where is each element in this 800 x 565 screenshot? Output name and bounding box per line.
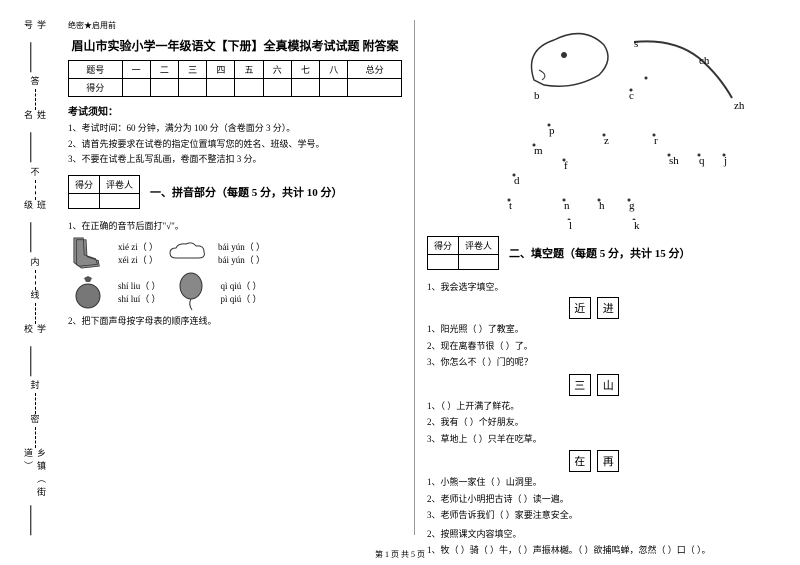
dot-label: b xyxy=(534,90,540,102)
section1-title: 一、拼音部分（每题 5 分，共计 10 分） xyxy=(150,184,343,200)
th: 八 xyxy=(320,61,348,79)
balloon-icon xyxy=(171,275,211,310)
column-divider xyxy=(414,20,415,535)
notice-item: 2、请首先按要求在试卷的指定位置填写您的姓名、班级、学号。 xyxy=(68,138,402,151)
fill-item: 2、现在离春节很（ ）了。 xyxy=(427,340,761,354)
opt: shí liu（ ） xyxy=(118,279,161,292)
char-pair: 三 山 xyxy=(427,374,761,396)
char-pair: 近 进 xyxy=(427,297,761,319)
th: 三 xyxy=(179,61,207,79)
pomegranate-icon xyxy=(68,275,108,310)
fill-item: 3、老师告诉我们（ ）家要注意安全。 xyxy=(427,509,761,523)
th: 六 xyxy=(263,61,291,79)
dot-label: n xyxy=(564,200,570,212)
opt: xié zi（ ） xyxy=(118,240,158,253)
opt: qì qiú（ ） xyxy=(221,279,262,292)
fill-item: 2、我有（ ）个好朋友。 xyxy=(427,416,761,430)
dot-label: d xyxy=(514,175,520,187)
opt: bái yún（ ） xyxy=(218,253,265,266)
dot-label: h xyxy=(599,200,605,212)
grader-box: 得分评卷人 xyxy=(68,175,140,209)
dot-label: j xyxy=(724,155,727,167)
pinyin-row: xié zi（ ） xéi zi（ ） bái yún（ ） bái yún（ … xyxy=(68,236,402,271)
q1: 1、我会选字填空。 xyxy=(427,280,761,293)
dot-label: ch xyxy=(699,55,709,67)
notice-title: 考试须知： xyxy=(68,103,402,118)
pinyin-row: shí liu（ ） shí luí（ ） qì qiú（ ） pì qiú（ … xyxy=(68,275,402,310)
th: 二 xyxy=(150,61,178,79)
dot-label: s xyxy=(634,38,638,50)
th: 总分 xyxy=(348,61,402,79)
page: 绝密★启用前 眉山市实验小学一年级语文【下册】全真模拟考试试题 附答案 题号 一… xyxy=(0,0,800,565)
boot-icon xyxy=(68,236,108,271)
exam-title: 眉山市实验小学一年级语文【下册】全真模拟考试试题 附答案 xyxy=(68,37,402,54)
dot-label: z xyxy=(604,135,609,147)
left-column: 绝密★启用前 眉山市实验小学一年级语文【下册】全真模拟考试试题 附答案 题号 一… xyxy=(60,20,410,550)
dot-label: g xyxy=(629,200,635,212)
q2: 2、按照课文内容填空。 xyxy=(427,527,761,540)
fill-item: 3、草地上（ ）只羊在吃草。 xyxy=(427,433,761,447)
th: 五 xyxy=(235,61,263,79)
confidential-note: 绝密★启用前 xyxy=(68,20,402,31)
dot-label: f xyxy=(564,160,568,172)
score-table: 题号 一 二 三 四 五 六 七 八 总分 得分 xyxy=(68,60,402,97)
page-footer: 第 1 页 共 5 页 xyxy=(0,549,800,560)
opt: bái yún（ ） xyxy=(218,240,265,253)
dot-label: zh xyxy=(734,100,744,112)
opt: shí luí（ ） xyxy=(118,292,161,305)
dot-label: r xyxy=(654,135,658,147)
fill-item: 3、你怎么不（ ）门的呢？ xyxy=(427,356,761,370)
th: 七 xyxy=(291,61,319,79)
fill-item: 1、阳光照（ ）了教室。 xyxy=(427,323,761,337)
dot-label: p xyxy=(549,125,555,137)
fill-item: 1、小熊一家住（ ）山洞里。 xyxy=(427,476,761,490)
char-pair: 在 再 xyxy=(427,450,761,472)
dot-label: t xyxy=(509,200,512,212)
notice-item: 1、考试时间：60 分钟，满分为 100 分（含卷面分 3 分）。 xyxy=(68,122,402,135)
grader-box: 得分评卷人 xyxy=(427,236,499,270)
q1: 1、在正确的音节后面打"√"。 xyxy=(68,219,402,232)
dot-label: l xyxy=(569,220,572,232)
opt: pì qiú（ ） xyxy=(221,292,262,305)
notice-item: 3、不要在试卷上乱写乱画，卷面不整洁扣 3 分。 xyxy=(68,153,402,166)
connect-dots-figure: schzhbcpzrmfshqjdtnhglk xyxy=(434,20,754,220)
right-column: s ch zh b c p z r m f sh q j d t n h g l k 得分评卷人 二、填空题（每题 5… xyxy=(419,20,769,550)
dot-label: q xyxy=(699,155,705,167)
section2-title: 二、填空题（每题 5 分，共计 15 分） xyxy=(509,245,691,261)
dot-label: k xyxy=(634,220,640,232)
th: 一 xyxy=(122,61,150,79)
dot-label: c xyxy=(629,90,634,102)
q2: 2、把下面声母按字母表的顺序连线。 xyxy=(68,314,402,327)
dot-label: m xyxy=(534,145,543,157)
fill-item: 2、老师让小明把古诗（ ）读一遍。 xyxy=(427,493,761,507)
fill-item: 1、（ ）上开满了鲜花。 xyxy=(427,400,761,414)
th: 四 xyxy=(207,61,235,79)
td: 得分 xyxy=(69,79,123,97)
opt: xéi zi（ ） xyxy=(118,253,158,266)
cloud-icon xyxy=(168,236,208,271)
dot-label: sh xyxy=(669,155,679,167)
th: 题号 xyxy=(69,61,123,79)
